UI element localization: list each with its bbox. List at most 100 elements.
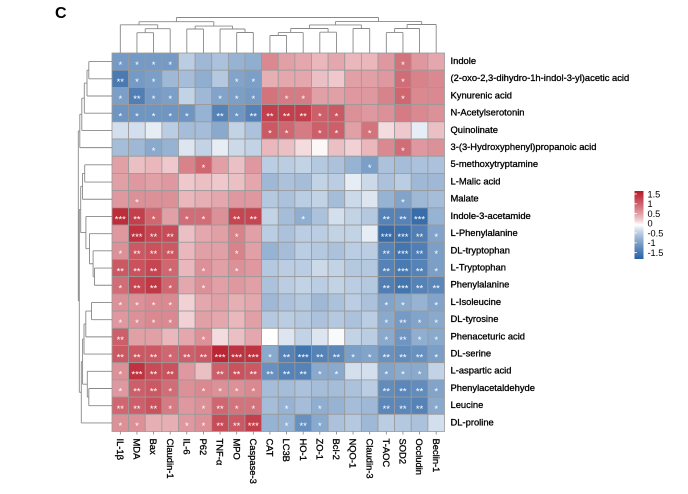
svg-text:**: ** (316, 352, 324, 363)
svg-text:*: * (118, 94, 122, 105)
svg-text:***: *** (248, 421, 259, 432)
svg-text:*: * (152, 318, 156, 329)
svg-text:*: * (434, 266, 438, 277)
svg-text:**: ** (117, 352, 125, 363)
svg-text:**: ** (283, 111, 291, 122)
svg-text:*: * (235, 404, 239, 415)
svg-text:**: ** (416, 352, 424, 363)
svg-text:*: * (152, 215, 156, 226)
svg-text:*: * (401, 60, 405, 71)
svg-text:**: ** (216, 404, 224, 415)
svg-text:*: * (285, 421, 289, 432)
svg-text:*: * (118, 111, 122, 122)
svg-text:Malate: Malate (451, 193, 479, 204)
svg-text:0.5: 0.5 (648, 209, 661, 219)
svg-text:NQO-1: NQO-1 (348, 439, 359, 469)
svg-text:**: ** (117, 266, 125, 277)
svg-text:TNF-α: TNF-α (215, 439, 226, 466)
svg-text:*: * (202, 283, 206, 294)
svg-text:*: * (434, 249, 438, 260)
svg-text:**: ** (150, 352, 158, 363)
svg-text:*: * (384, 318, 388, 329)
svg-text:**: ** (383, 387, 391, 398)
svg-text:5-methoxytryptamine: 5-methoxytryptamine (451, 158, 539, 169)
svg-text:**: ** (250, 369, 258, 380)
svg-text:Bax: Bax (148, 439, 159, 455)
svg-text:P62: P62 (198, 439, 209, 456)
svg-text:*: * (318, 369, 322, 380)
svg-text:*: * (235, 77, 239, 88)
svg-text:*: * (135, 77, 139, 88)
svg-text:***: *** (215, 352, 226, 363)
svg-text:***: *** (248, 352, 259, 363)
svg-text:MDA: MDA (132, 439, 143, 461)
svg-text:*: * (401, 197, 405, 208)
svg-text:*: * (135, 318, 139, 329)
svg-text:*: * (235, 94, 239, 105)
svg-text:C: C (55, 5, 67, 22)
svg-text:Phenaceturic acid: Phenaceturic acid (451, 330, 526, 341)
svg-text:*: * (168, 352, 172, 363)
svg-text:**: ** (383, 266, 391, 277)
svg-text:**: ** (233, 215, 241, 226)
svg-text:SOD2: SOD2 (398, 439, 409, 465)
svg-text:*: * (202, 266, 206, 277)
svg-text:**: ** (216, 111, 224, 122)
svg-text:*: * (318, 129, 322, 140)
svg-text:1: 1 (648, 199, 653, 209)
svg-text:*: * (285, 94, 289, 105)
svg-text:**: ** (383, 404, 391, 415)
svg-text:**: ** (266, 111, 274, 122)
svg-text:***: *** (397, 283, 408, 294)
svg-text:*: * (218, 94, 222, 105)
svg-text:*: * (118, 369, 122, 380)
svg-text:*: * (118, 283, 122, 294)
svg-text:*: * (401, 146, 405, 157)
svg-text:*: * (168, 266, 172, 277)
svg-text:-0.5: -0.5 (648, 228, 664, 238)
svg-text:*: * (135, 60, 139, 71)
svg-text:*: * (434, 232, 438, 243)
svg-text:**: ** (266, 369, 274, 380)
svg-text:*: * (351, 352, 355, 363)
svg-text:*: * (235, 387, 239, 398)
svg-text:**: ** (299, 369, 307, 380)
svg-text:*: * (118, 60, 122, 71)
svg-text:(2-oxo-2,3-dihydro-1h-indol-3-: (2-oxo-2,3-dihydro-1h-indol-3-yl)acetic … (451, 72, 630, 83)
svg-text:*: * (168, 94, 172, 105)
svg-text:*: * (335, 111, 339, 122)
svg-text:Leucine: Leucine (451, 399, 484, 410)
svg-text:*: * (434, 352, 438, 363)
svg-text:*: * (168, 301, 172, 312)
svg-text:L-Malic acid: L-Malic acid (451, 175, 501, 186)
svg-text:*: * (335, 369, 339, 380)
svg-text:*: * (418, 369, 422, 380)
svg-text:L-Tryptophan: L-Tryptophan (451, 261, 506, 272)
svg-text:*: * (335, 129, 339, 140)
svg-text:**: ** (166, 369, 174, 380)
svg-text:**: ** (283, 369, 291, 380)
svg-text:**: ** (250, 215, 258, 226)
svg-text:**: ** (416, 249, 424, 260)
svg-text:LC3B: LC3B (281, 439, 292, 462)
svg-text:*: * (168, 404, 172, 415)
svg-text:**: ** (133, 215, 141, 226)
svg-text:**: ** (416, 387, 424, 398)
svg-text:*: * (135, 111, 139, 122)
svg-text:DL-proline: DL-proline (451, 416, 494, 427)
svg-text:*: * (202, 163, 206, 174)
svg-text:*: * (135, 421, 139, 432)
svg-text:***: *** (131, 232, 142, 243)
svg-text:***: *** (397, 232, 408, 243)
svg-text:**: ** (150, 232, 158, 243)
svg-text:**: ** (399, 335, 407, 346)
svg-text:***: *** (298, 352, 309, 363)
svg-text:**: ** (166, 232, 174, 243)
svg-text:*: * (434, 387, 438, 398)
svg-text:*: * (251, 404, 255, 415)
svg-text:*: * (185, 111, 189, 122)
svg-text:**: ** (133, 404, 141, 415)
svg-text:**: ** (133, 283, 141, 294)
svg-text:*: * (152, 77, 156, 88)
svg-text:*: * (168, 60, 172, 71)
